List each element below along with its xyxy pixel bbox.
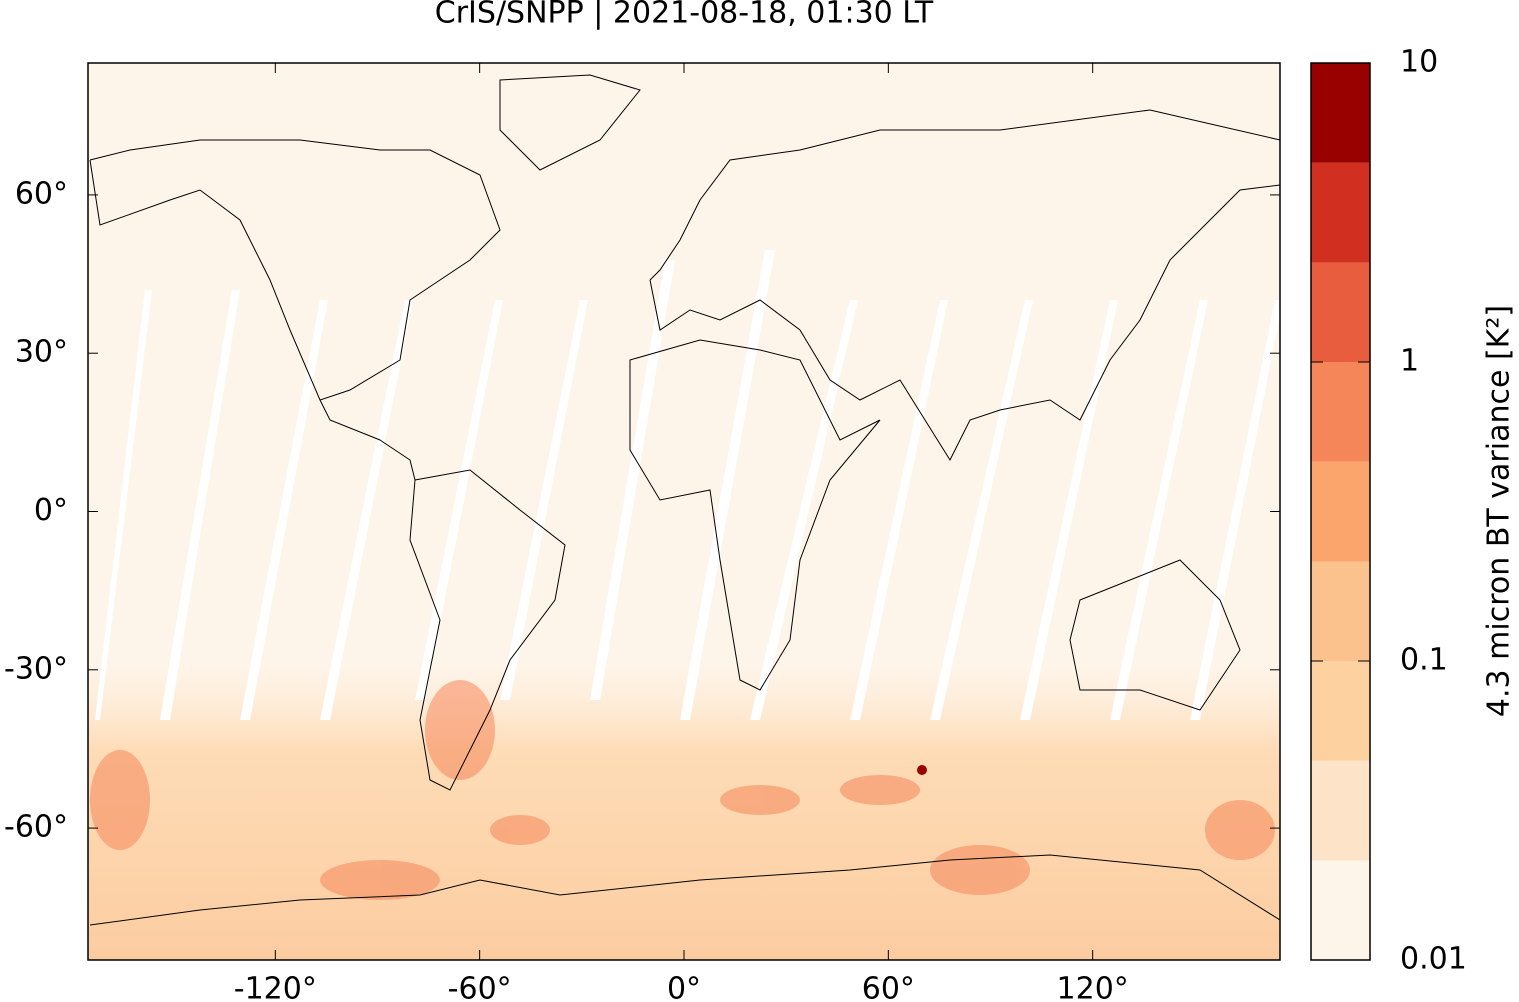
y-tick-label: 60° [15,176,68,211]
colorbar-frame [1310,62,1371,961]
colorbar-band [1311,661,1370,761]
x-tick-label: -60° [448,972,512,1002]
y-tick-label: -60° [4,810,68,845]
colorbar-band [1311,262,1370,362]
colorbar-band [1311,760,1370,861]
colorbar-tick-label: 0.01 [1400,942,1467,977]
colorbar-tick-label: 10 [1400,45,1438,80]
x-tick-label: -120° [234,972,317,1002]
x-tick-label: 60° [862,972,915,1002]
colorbar-tick-label: 1 [1400,344,1419,379]
colorbar-label: 4.3 micron BT variance [K²] [1482,305,1517,717]
colorbar-band [1311,860,1370,960]
y-tick-label: -30° [4,651,68,686]
colorbar-band [1311,63,1370,163]
y-tick-label: 0° [34,493,68,528]
colorbar-band [1311,362,1370,462]
colorbar-band [1311,162,1370,263]
y-tick-label: 30° [15,335,68,370]
colorbar-band [1311,461,1370,562]
x-tick-label: 120° [1057,972,1129,1002]
colorbar-band [1311,561,1370,661]
colorbar-tick-label: 0.1 [1400,643,1448,678]
field-decoration [88,74,1280,960]
x-tick-label: 0° [667,972,701,1002]
chart-title: CrIS/SNPP | 2021-08-18, 01:30 LT [435,0,934,31]
